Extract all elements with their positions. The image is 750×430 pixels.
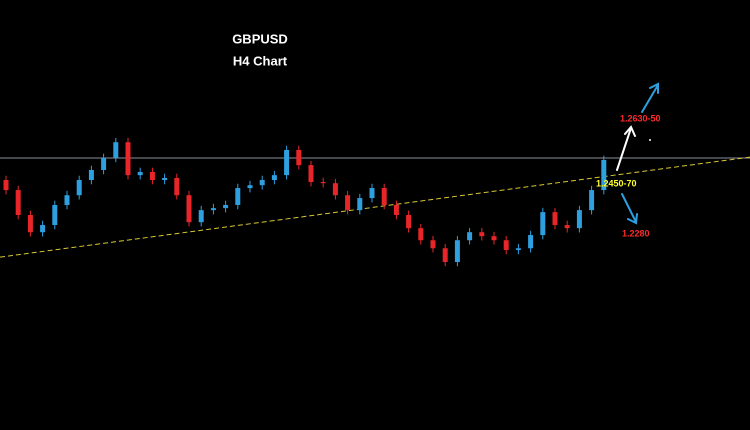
candle-body (540, 212, 546, 236)
candle-body (284, 149, 290, 176)
candle-body (76, 180, 82, 196)
candle-body (210, 208, 216, 211)
candle-body (40, 225, 46, 233)
annotation: 1.2450-70 (596, 178, 637, 188)
candle-body (308, 165, 314, 183)
candle-body (515, 248, 521, 250)
dot (649, 139, 651, 141)
candle-body (88, 169, 94, 181)
candle-body (259, 180, 265, 186)
candle-body (564, 225, 570, 229)
candle-body (345, 195, 351, 211)
candle-body (357, 198, 363, 211)
candle-body (64, 195, 70, 205)
candle-body (442, 248, 448, 263)
annotation: 1.2630-50 (620, 113, 661, 123)
candle-body (101, 157, 107, 170)
candle-body (406, 215, 412, 229)
candle-body (601, 159, 607, 191)
candle-body (296, 149, 302, 166)
candle-body (381, 188, 387, 205)
candle-body (418, 228, 424, 241)
candle-body (125, 142, 131, 176)
candle-body (3, 180, 9, 191)
candle-body (320, 182, 326, 184)
candle-body (247, 185, 253, 189)
candle-body (454, 240, 460, 263)
chart-subtitle: H4 Chart (233, 53, 288, 68)
candle-body (576, 210, 582, 229)
candle-body (369, 188, 375, 199)
candle-body (113, 142, 119, 158)
candle-body (186, 195, 192, 223)
arrows (616, 82, 659, 225)
arrow-up (616, 125, 636, 171)
candle-body (198, 210, 204, 223)
candle-body (332, 183, 338, 196)
arrow-up (641, 82, 659, 113)
candle-body (15, 190, 21, 215)
candle-body (162, 178, 168, 181)
candle-body (235, 188, 241, 205)
candle-body (149, 172, 155, 181)
candle-body (223, 204, 229, 209)
trendline (0, 156, 750, 258)
candle-body (52, 204, 58, 226)
arrow-down (621, 193, 638, 225)
chart-title: GBPUSD (232, 31, 288, 46)
candle-body (491, 236, 497, 241)
candle-body (137, 172, 143, 176)
candle-body (479, 232, 485, 237)
candle-body (271, 175, 277, 181)
candle-body (393, 204, 399, 215)
levels (0, 156, 750, 258)
candle-body (528, 235, 534, 249)
candle-body (467, 232, 473, 241)
annotation: 1.2280 (622, 228, 650, 238)
candle-body (589, 190, 595, 211)
candle-body (27, 215, 33, 233)
candle-body (174, 178, 180, 196)
candle-body (430, 240, 436, 249)
candle-body (503, 240, 509, 250)
candles (3, 137, 607, 267)
candle-body (552, 212, 558, 226)
